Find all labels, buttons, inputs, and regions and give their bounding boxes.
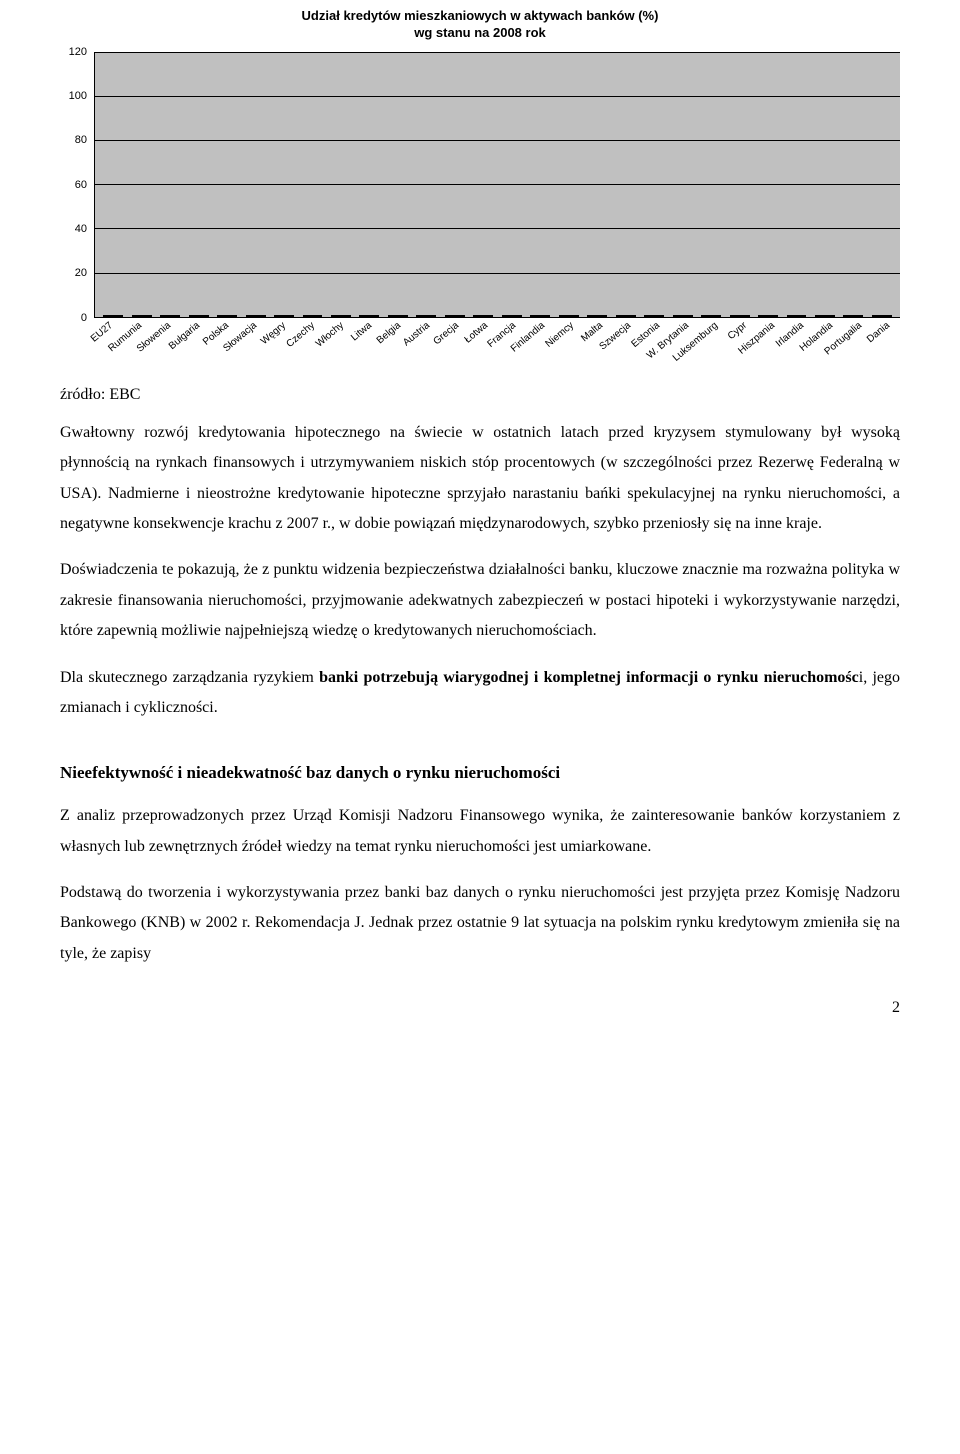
paragraph-3: Dla skutecznego zarządzania ryzykiem ban… [60,663,900,724]
bar-slot [526,315,554,317]
bar-slot [384,315,412,317]
y-tick-label: 60 [75,179,87,191]
bar-slot [298,315,326,317]
xlabel-slot: Grecja [439,318,468,368]
bar [103,315,123,317]
bar-slot [498,315,526,317]
chart-title-line1: Udział kredytów mieszkaniowych w aktywac… [302,8,659,23]
y-tick-label: 120 [69,46,87,58]
bar-slot [469,315,497,317]
bar [559,315,579,317]
bar [132,315,152,317]
gridline [95,273,900,274]
bar [843,315,863,317]
bar [160,315,180,317]
bar-slot [241,315,269,317]
chart-title: Udział kredytów mieszkaniowych w aktywac… [60,8,900,42]
xlabel-slot: Portugalia [842,318,871,368]
page-number: 2 [60,999,900,1017]
bar [388,315,408,317]
bar-slot [156,315,184,317]
bar [303,315,323,317]
bar [701,315,721,317]
bar [530,315,550,317]
bar-slot [412,315,440,317]
bar-slot [441,315,469,317]
bar [872,315,892,317]
bar-slot [99,315,127,317]
bar-slot [270,315,298,317]
bar [787,315,807,317]
bar [815,315,835,317]
bar [359,315,379,317]
bar [416,315,436,317]
gridline [95,184,900,185]
bar-chart: 0 20 40 60 80 100 120 EU27RumuniaSłoweniaBułga… [60,48,900,368]
bar-slot [127,315,155,317]
xlabel-slot: Dania [871,318,900,368]
bar-slot [327,315,355,317]
xlabel-slot: Włochy [324,318,353,368]
paragraph-2: Doświadczenia te pokazują, że z punktu w… [60,555,900,646]
bar-slot [868,315,896,317]
bar [445,315,465,317]
gridline [95,140,900,141]
xlabel-slot: Niemcy [555,318,584,368]
bar [473,315,493,317]
bar-slot [782,315,810,317]
p3-bold: banki potrzebują wiarygodnej i kompletne… [319,669,859,686]
paragraph-1: Gwałtowny rozwój kredytowania hipoteczne… [60,418,900,540]
bar [189,315,209,317]
paragraph-5: Podstawą do tworzenia i wykorzystywania … [60,878,900,969]
chart-source: źródło: EBC [60,386,900,404]
y-tick-label: 20 [75,267,87,279]
bar-slot [213,315,241,317]
gridline [95,96,900,97]
bar [331,315,351,317]
x-tick-label: Cypr [725,320,748,342]
plot-area [94,52,900,318]
chart-title-line2: wg stanu na 2008 rok [414,25,546,40]
gridline [95,228,900,229]
y-tick-label: 100 [69,90,87,102]
bar [502,315,522,317]
xlabel-slot: Litwa [353,318,382,368]
bar-slot [555,315,583,317]
bar [246,315,266,317]
bar [274,315,294,317]
bar-slot [355,315,383,317]
bar [673,315,693,317]
bar-slot [725,315,753,317]
y-tick-label: 80 [75,134,87,146]
bar-slot [668,315,696,317]
bar-slot [611,315,639,317]
p3-pre: Dla skutecznego zarządzania ryzykiem [60,669,319,686]
gridline [95,52,900,53]
y-tick-label: 0 [81,312,87,324]
bar-slot [839,315,867,317]
x-axis-labels: EU27RumuniaSłoweniaBułgariaPolskaSłowacj… [94,318,900,368]
y-axis: 020406080100120 [60,48,90,318]
y-tick-label: 40 [75,223,87,235]
bar-slot [640,315,668,317]
bar-slot [811,315,839,317]
x-tick-label: Litwa [350,320,375,343]
bar [758,315,778,317]
bar [730,315,750,317]
section-heading: Nieefektywność i nieadekwatność baz dany… [60,763,900,783]
bar [217,315,237,317]
bar-slot [583,315,611,317]
bar [587,315,607,317]
bar-slot [697,315,725,317]
bar [616,315,636,317]
bar [644,315,664,317]
bar-slot [184,315,212,317]
bar-slot [754,315,782,317]
paragraph-4: Z analiz przeprowadzonych przez Urząd Ko… [60,801,900,862]
xlabel-slot: Luksemburg [698,318,727,368]
